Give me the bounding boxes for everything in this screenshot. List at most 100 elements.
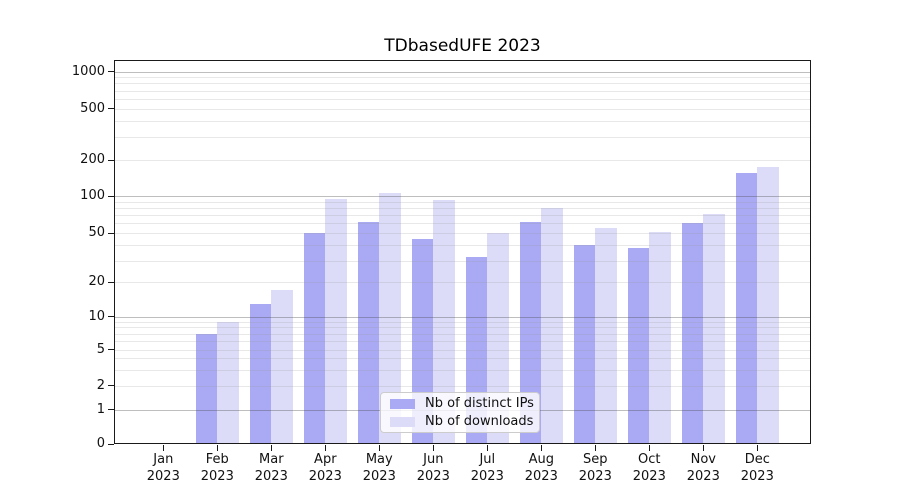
minor-gridline (114, 369, 811, 371)
major-gridline (114, 316, 811, 318)
x-tick-mark (378, 445, 380, 451)
minor-gridline (114, 349, 811, 351)
bar-downloads-mar (271, 290, 293, 444)
legend-item-distinct-ips: Nb of distinct IPs (381, 396, 539, 411)
x-tick-month: May (365, 452, 393, 467)
y-tick-mark (108, 385, 114, 386)
legend-swatch-distinct-ips (390, 398, 415, 409)
x-tick-year: 2023 (578, 468, 612, 484)
x-tick-label: Aug 2023 (513, 452, 569, 485)
x-tick-label: May 2023 (351, 452, 407, 485)
x-tick-label: Oct 2023 (621, 452, 677, 485)
x-tick-year: 2023 (740, 468, 774, 484)
minor-gridline (114, 83, 811, 85)
x-tick-month: Jul (479, 452, 496, 467)
minor-gridline (114, 282, 811, 284)
x-tick-label: Jul 2023 (459, 452, 515, 485)
y-tick-mark (108, 281, 114, 283)
x-tick-label: Sep 2023 (567, 452, 623, 485)
x-tick-month: Jan (153, 452, 174, 467)
y-tick-mark (108, 316, 114, 318)
minor-gridline (114, 160, 811, 161)
x-tick-year: 2023 (524, 468, 558, 484)
x-tick-year: 2023 (470, 468, 504, 484)
minor-gridline (114, 358, 811, 360)
y-tick-label: 1000 (71, 63, 105, 79)
y-tick-mark (108, 232, 114, 234)
x-tick-year: 2023 (632, 468, 666, 484)
x-tick-month: Nov (690, 452, 716, 467)
legend-label-downloads: Nb of downloads (425, 414, 534, 429)
y-tick-mark (108, 195, 114, 197)
minor-gridline (114, 208, 811, 209)
x-tick-mark (702, 445, 704, 451)
minor-gridline (114, 98, 811, 100)
y-tick-label: 2 (96, 377, 105, 393)
bar-distinct-ips-sep (573, 245, 596, 444)
y-tick-mark (108, 71, 114, 72)
plot-area: Nb of distinct IPs Nb of downloads (114, 60, 811, 444)
bar-distinct-ips-nov (681, 222, 704, 444)
minor-gridline (114, 333, 811, 335)
x-tick-label: Jun 2023 (405, 452, 461, 485)
y-tick-label: 20 (88, 274, 105, 290)
x-tick-label: Dec 2023 (729, 452, 785, 485)
minor-gridline (114, 245, 811, 247)
x-tick-label: Apr 2023 (297, 452, 353, 485)
y-tick-label: 0 (96, 436, 105, 451)
x-tick-mark (540, 445, 542, 451)
x-tick-mark (216, 445, 218, 451)
x-tick-year: 2023 (686, 468, 720, 484)
x-tick-label: Jan 2023 (135, 452, 191, 485)
x-tick-mark (756, 445, 758, 451)
x-tick-mark (648, 445, 650, 451)
minor-gridline (114, 215, 811, 217)
y-tick-label: 500 (80, 100, 105, 116)
bar-distinct-ips-may (357, 221, 380, 444)
y-tick-label: 10 (88, 308, 105, 324)
x-tick-mark (432, 445, 434, 451)
x-tick-year: 2023 (146, 468, 180, 484)
x-tick-month: Apr (314, 452, 337, 467)
y-tick-mark (108, 409, 114, 410)
y-tick-label: 200 (80, 152, 105, 167)
minor-gridline (114, 327, 811, 329)
y-tick-mark (108, 349, 114, 350)
x-tick-year: 2023 (308, 468, 342, 484)
x-tick-month: Oct (638, 452, 661, 467)
legend: Nb of distinct IPs Nb of downloads (380, 392, 540, 433)
x-tick-mark (162, 445, 164, 451)
x-tick-month: Feb (205, 452, 229, 467)
minor-gridline (114, 137, 811, 139)
x-tick-label: Feb 2023 (189, 452, 245, 485)
major-gridline (114, 196, 811, 197)
minor-gridline (114, 340, 811, 342)
bars-layer (114, 60, 811, 444)
bar-downloads-oct (649, 232, 671, 444)
minor-gridline (114, 385, 811, 387)
x-tick-month: Aug (528, 452, 554, 467)
legend-item-downloads: Nb of downloads (381, 414, 539, 429)
chart-title: TDbasedUFE 2023 (384, 36, 541, 56)
minor-gridline (114, 223, 811, 225)
x-tick-month: Sep (583, 452, 608, 467)
y-tick-mark (108, 108, 114, 109)
bar-downloads-dec (757, 166, 779, 444)
x-tick-year: 2023 (254, 468, 288, 484)
y-tick-label: 100 (80, 188, 105, 203)
major-gridline (114, 71, 811, 73)
minor-gridline (114, 321, 811, 323)
bar-downloads-jul (487, 233, 509, 444)
x-tick-mark (270, 445, 272, 451)
x-tick-label: Nov 2023 (675, 452, 731, 485)
bar-downloads-apr (325, 198, 347, 444)
x-tick-month: Mar (259, 452, 284, 467)
bar-downloads-aug (541, 208, 563, 444)
minor-gridline (114, 260, 811, 262)
bar-downloads-sep (595, 228, 617, 444)
bar-distinct-ips-feb (195, 333, 218, 444)
legend-label-distinct-ips: Nb of distinct IPs (425, 396, 534, 411)
bar-distinct-ips-apr (303, 233, 326, 444)
minor-gridline (114, 121, 811, 123)
